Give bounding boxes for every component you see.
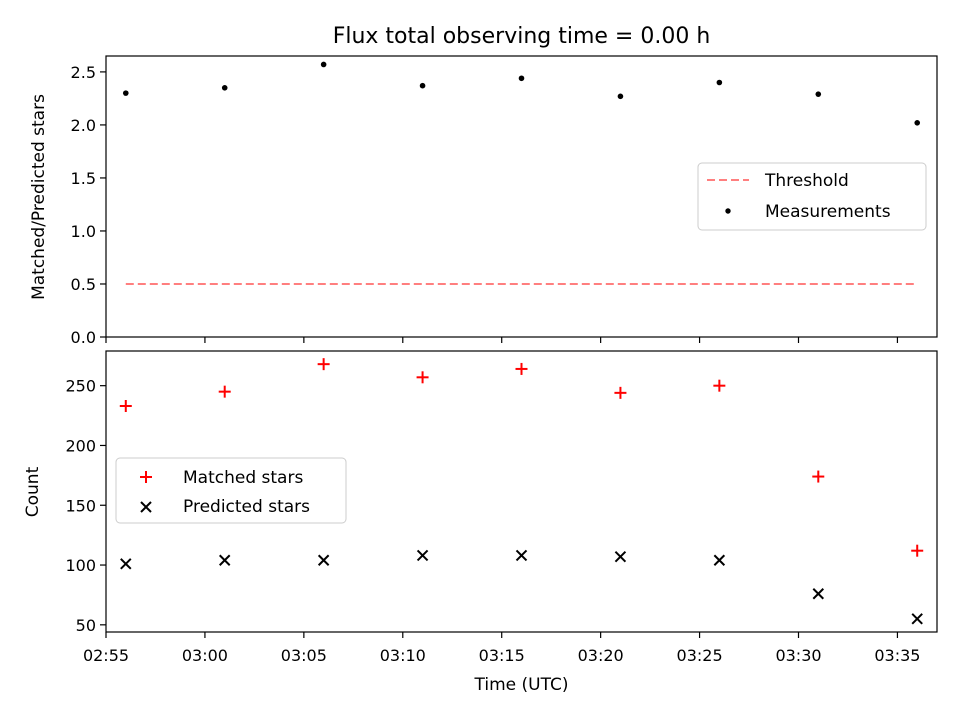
bottom-x-tick-label: 03:05 xyxy=(281,646,327,665)
bottom-x-tick-label: 02:55 xyxy=(83,646,129,665)
top-chart-plot-area: 0.0 0.5 1.0 1.5 2.0 2.5 xyxy=(71,55,938,347)
predicted-stars-point xyxy=(614,550,627,563)
measurements-legend-label: Measurements xyxy=(765,202,891,222)
bottom-y-tick-label: 100 xyxy=(65,556,96,575)
matched-stars-legend-label: Matched stars xyxy=(183,468,303,488)
predicted-stars-point xyxy=(120,558,132,570)
bottom-chart-y-axis-label: Count xyxy=(23,466,43,517)
matched-stars-point xyxy=(812,470,825,483)
measurements-point xyxy=(221,85,228,91)
predicted-stars-point xyxy=(219,554,231,566)
top-legend-frame xyxy=(697,162,927,231)
threshold-legend-label: Threshold xyxy=(764,171,849,191)
matched-stars-legend-swatch xyxy=(140,471,152,483)
predicted-stars-point xyxy=(812,588,824,600)
matched-stars-point xyxy=(713,379,726,392)
predicted-stars-point xyxy=(317,554,330,566)
bottom-x-tick-label: 03:10 xyxy=(380,646,426,665)
measurements-point xyxy=(716,79,723,86)
top-chart-title: Flux total observing time = 0.00 h xyxy=(333,24,711,49)
matched-stars-point xyxy=(614,386,627,399)
matched-stars-point xyxy=(317,358,330,371)
matched-stars-point xyxy=(218,385,231,398)
measurements-point xyxy=(122,90,129,96)
top-chart-y-axis-label: Matched/Predicted stars xyxy=(29,94,49,300)
bottom-y-tick-label: 50 xyxy=(76,616,96,635)
predicted-stars-legend-swatch xyxy=(140,501,152,513)
measurements-point xyxy=(518,75,525,82)
bottom-legend-frame xyxy=(115,457,347,524)
top-y-tick-label: 2.5 xyxy=(71,63,96,82)
top-y-tick-label: 0.0 xyxy=(71,328,96,347)
measurements-legend-swatch xyxy=(725,208,731,214)
matched-stars-point xyxy=(911,544,924,557)
top-chart-legend: Threshold Measurements xyxy=(697,162,927,231)
bottom-y-tick-label: 250 xyxy=(65,377,96,396)
matched-stars-point xyxy=(416,371,429,384)
bottom-chart-legend: Matched stars Predicted stars xyxy=(115,457,347,524)
bottom-y-tick-label: 150 xyxy=(65,496,96,515)
measurements-point xyxy=(419,82,426,89)
bottom-x-tick-label: 03:15 xyxy=(479,646,525,665)
measurements-point xyxy=(617,93,624,100)
top-y-tick-label: 2.0 xyxy=(71,116,96,135)
predicted-stars-point xyxy=(911,613,923,625)
predicted-stars-legend-label: Predicted stars xyxy=(183,497,310,517)
predicted-stars-point xyxy=(713,554,726,566)
predicted-stars-point xyxy=(515,549,528,562)
top-axes-frame xyxy=(105,55,938,338)
bottom-x-tick-label: 03:00 xyxy=(182,646,228,665)
bottom-x-tick-label: 03:30 xyxy=(775,646,821,665)
predicted-stars-point xyxy=(416,549,429,562)
top-y-tick-label: 1.0 xyxy=(71,222,96,241)
bottom-x-tick-label: 03:35 xyxy=(874,646,920,665)
bottom-x-tick-label: 03:25 xyxy=(677,646,723,665)
bottom-chart-plot-area: 50 100 150 200 250 02:55 03:00 03:05 03:10 03:15 0… xyxy=(65,350,938,665)
top-y-tick-label: 0.5 xyxy=(71,275,96,294)
top-y-tick-label: 1.5 xyxy=(71,169,96,188)
measurements-point xyxy=(320,61,327,68)
measurements-point xyxy=(914,120,921,126)
bottom-y-tick-label: 200 xyxy=(65,436,96,455)
bottom-chart-x-axis-label: Time (UTC) xyxy=(474,675,569,695)
measurements-point xyxy=(815,91,822,97)
matched-stars-point xyxy=(119,400,132,413)
bottom-x-tick-label: 03:20 xyxy=(578,646,624,665)
matched-stars-point xyxy=(515,362,528,375)
bottom-axes-frame xyxy=(105,350,938,633)
